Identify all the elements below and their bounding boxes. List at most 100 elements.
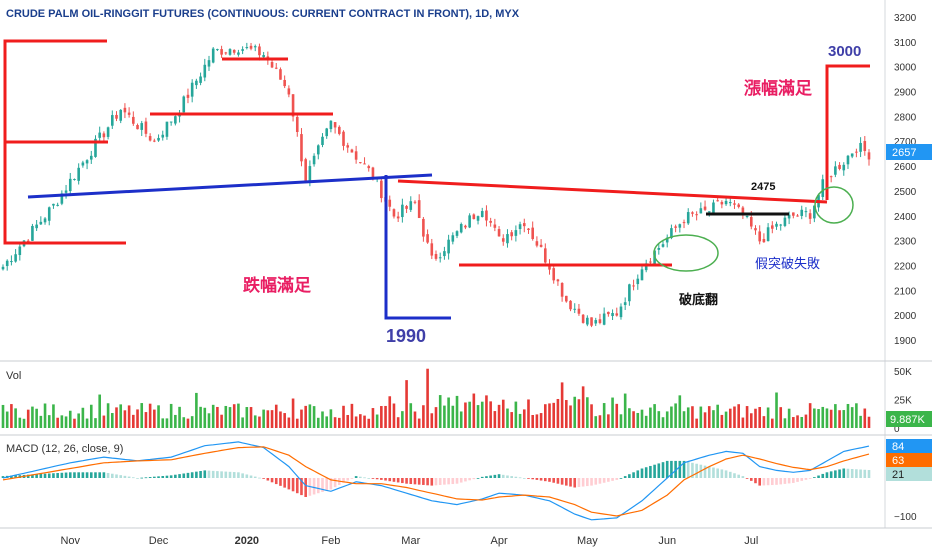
macd-histogram-bar [31, 474, 34, 478]
volume-bar [762, 416, 766, 428]
volume-bar [703, 412, 707, 428]
candle-body [670, 228, 673, 239]
volume-bar [77, 413, 80, 428]
volume-bar [485, 395, 488, 428]
macd-histogram-bar [89, 472, 93, 478]
volume-bar [5, 411, 9, 428]
price-tick-label: 3200 [894, 13, 917, 24]
signal-value-label: 63 [892, 455, 904, 467]
last-price-badge [886, 144, 932, 160]
candle-body [413, 201, 417, 203]
macd-histogram-bar [430, 478, 434, 486]
macd-histogram-bar [258, 477, 261, 479]
macd-layer [1, 441, 871, 521]
macd-histogram-bar [249, 475, 253, 478]
volume-bar [333, 417, 337, 428]
candle-body [354, 151, 358, 160]
candle-body [514, 230, 518, 236]
price-tick-label: 3100 [894, 38, 917, 49]
volume-bar [266, 410, 270, 428]
volume-bar [447, 397, 450, 428]
macd-histogram-bar [636, 470, 640, 478]
candle-body [842, 164, 846, 171]
volume-bar [401, 411, 404, 428]
macd-histogram-bar [216, 471, 219, 478]
candle-body [657, 247, 661, 250]
time-tick-label: Jun [658, 535, 676, 547]
candle-body [392, 209, 396, 217]
candle-body [691, 212, 694, 214]
macd-histogram-bar [850, 469, 854, 478]
candle-body [762, 238, 766, 243]
annotation-1990: 1990 [386, 326, 426, 346]
macd-histogram-bar [632, 472, 635, 478]
candle-body [10, 261, 13, 263]
volume-bar [438, 395, 442, 428]
candle-body [522, 223, 526, 227]
candle-body [31, 225, 34, 241]
macd-histogram-bar [653, 464, 656, 478]
macd-histogram-bar [224, 471, 228, 478]
candle-body [77, 167, 80, 181]
macd-histogram-bar [94, 472, 97, 478]
volume-bar [308, 404, 312, 428]
volume-bar [682, 411, 686, 428]
macd-histogram-bar [590, 478, 593, 486]
volume-bar [653, 404, 656, 428]
candle-body [569, 300, 572, 310]
volume-bar [821, 406, 825, 428]
macd-histogram-bar [384, 478, 387, 481]
macd-histogram-bar [300, 478, 303, 496]
macd-histogram-bar [413, 478, 417, 485]
time-tick-label: Feb [321, 535, 340, 547]
volume-bar [522, 409, 526, 428]
volume-bar [699, 406, 703, 428]
macd-histogram-bar [644, 467, 648, 478]
volume-bar [527, 399, 530, 428]
macd-histogram-bar [52, 473, 55, 478]
macd-histogram-bar [119, 475, 123, 478]
volume-bar [405, 380, 408, 428]
macd-histogram-bar [707, 466, 711, 478]
volume-bar [434, 407, 438, 428]
volume-bar [304, 405, 307, 428]
annotation-decline-met: 跌幅滿足 [243, 275, 311, 295]
macd-histogram-bar [846, 468, 850, 478]
volume-bar [531, 414, 534, 428]
candle-body [480, 211, 484, 217]
candle-body [728, 202, 732, 204]
candle-body [493, 224, 497, 228]
macd-histogram-bar [56, 473, 59, 478]
candle-body [203, 64, 207, 78]
macd-histogram-bar [459, 478, 463, 483]
volume-bar [430, 413, 434, 428]
macd-histogram-bar [26, 474, 30, 478]
candle-body [308, 166, 312, 182]
volume-bar [850, 407, 854, 428]
volume-bar [199, 406, 202, 428]
macd-histogram-bar [169, 475, 173, 478]
candle-body [707, 211, 711, 213]
volume-bar [619, 414, 623, 428]
volume-tick-label: 50K [894, 367, 912, 378]
candle-body [829, 176, 833, 178]
candle-body [636, 278, 640, 285]
macd-histogram-bar [312, 478, 316, 495]
volume-bar [800, 416, 804, 428]
macd-histogram-bar [262, 478, 265, 479]
macd-histogram-bar [241, 473, 244, 478]
volume-bar [855, 403, 858, 428]
macd-histogram-bar [346, 478, 350, 481]
macd-histogram-bar [14, 475, 17, 478]
volume-bar [825, 408, 829, 428]
candle-body [438, 257, 442, 259]
volume-bar [695, 418, 698, 428]
price-tick-label: 2500 [894, 187, 917, 198]
macd-histogram-bar [556, 478, 560, 484]
volume-bar [766, 407, 770, 428]
macd-histogram-bar [766, 478, 770, 486]
volume-bar [132, 414, 135, 428]
volume-bar [686, 407, 690, 428]
candle-body [380, 180, 383, 199]
macd-histogram-bar [493, 474, 497, 478]
